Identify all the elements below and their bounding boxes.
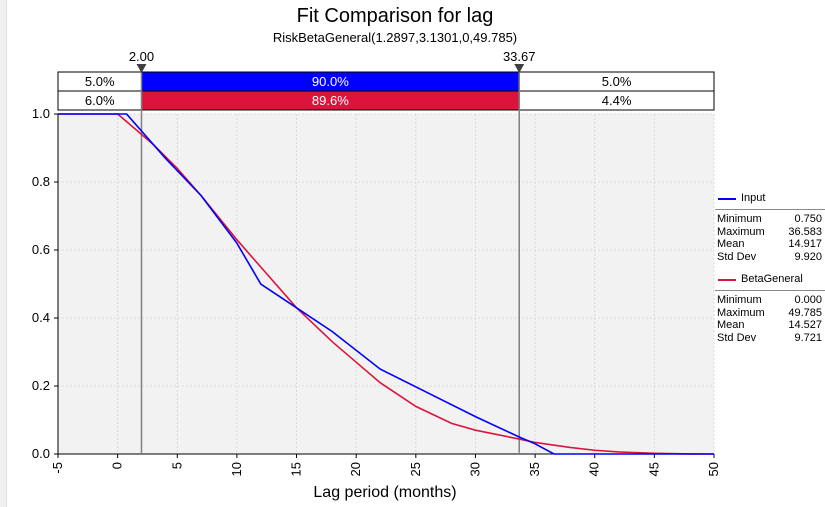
stat-label: Std Dev xyxy=(717,250,757,263)
legend-entry-input[interactable]: Input xyxy=(715,190,825,206)
legend-label-betageneral: BetaGeneral xyxy=(741,273,803,285)
plot-area xyxy=(58,114,714,454)
x-tick-label: 10 xyxy=(229,462,244,476)
band-left-label: 5.0% xyxy=(85,74,115,89)
band-right-label: 4.4% xyxy=(602,93,632,108)
legend-entry-betageneral[interactable]: BetaGeneral xyxy=(715,271,825,287)
stat-row: Maximum 49.785 xyxy=(715,307,825,320)
stat-value: 14.527 xyxy=(788,319,822,331)
stat-value: 0.000 xyxy=(794,294,822,306)
legend-label-input: Input xyxy=(741,192,766,204)
chart-subtitle: RiskBetaGeneral(1.2897,3.1301,0,49.785) xyxy=(272,30,518,45)
y-tick-label: 0.0 xyxy=(32,446,50,461)
y-tick-label: 1.0 xyxy=(32,106,50,121)
stat-row: Std Dev 9.721 xyxy=(715,332,825,345)
x-tick-label: 0 xyxy=(110,462,125,469)
stat-row: Minimum 0.000 xyxy=(715,294,825,307)
stats-input: Minimum 0.750 Maximum 36.583 Mean 14.917 St… xyxy=(715,209,825,263)
stat-label: Maximum xyxy=(717,306,765,319)
right-delimiter-value: 33.67 xyxy=(503,49,536,64)
stat-value: 9.920 xyxy=(794,250,822,263)
x-tick-label: 35 xyxy=(527,462,542,476)
stat-label: Maximum xyxy=(717,225,765,238)
y-tick-label: 0.6 xyxy=(32,242,50,257)
chart-title: Fit Comparison for lag xyxy=(296,5,494,27)
window-left-edge xyxy=(0,0,7,507)
x-tick-label: 20 xyxy=(348,462,363,476)
stat-value: 14.917 xyxy=(788,238,822,250)
y-tick-label: 0.8 xyxy=(32,174,50,189)
x-tick-label: 40 xyxy=(587,462,602,476)
stat-label: Mean xyxy=(717,238,745,250)
x-tick-label: 15 xyxy=(289,462,304,476)
stat-value: 9.721 xyxy=(794,331,822,344)
stat-label: Minimum xyxy=(717,294,762,306)
right-delimiter-marker xyxy=(514,64,525,73)
x-tick-label: 25 xyxy=(408,462,423,476)
stat-label: Mean xyxy=(717,319,745,331)
stat-row: Minimum 0.750 xyxy=(715,213,825,226)
legend-line-input xyxy=(718,198,736,200)
x-tick-label: 45 xyxy=(646,462,661,476)
stat-label: Minimum xyxy=(717,213,762,225)
band-right-label: 5.0% xyxy=(602,74,632,89)
x-axis-label: Lag period (months) xyxy=(313,484,457,501)
stat-label: Std Dev xyxy=(717,331,757,344)
band-middle-label: 90.0% xyxy=(312,74,349,89)
legend-line-betageneral xyxy=(718,279,736,281)
band-left-label: 6.0% xyxy=(85,93,115,108)
stat-value: 0.750 xyxy=(794,213,822,225)
left-delimiter-value: 2.00 xyxy=(129,49,154,64)
stat-value: 36.583 xyxy=(788,225,822,238)
stat-row: Mean 14.527 xyxy=(715,319,825,332)
stat-row: Mean 14.917 xyxy=(715,238,825,251)
stat-row: Std Dev 9.920 xyxy=(715,251,825,264)
stat-value: 49.785 xyxy=(788,306,822,319)
x-tick-label: 5 xyxy=(169,462,184,469)
stat-row: Maximum 36.583 xyxy=(715,226,825,239)
left-delimiter-marker xyxy=(136,64,147,73)
x-tick-label: 50 xyxy=(706,462,721,476)
y-tick-label: 0.2 xyxy=(32,378,50,393)
series-line-input xyxy=(58,113,714,455)
x-tick-label: -5 xyxy=(50,462,65,474)
x-tick-label: 30 xyxy=(467,462,482,476)
stats-betageneral: Minimum 0.000 Maximum 49.785 Mean 14.527 St… xyxy=(715,290,825,344)
legend: Input Minimum 0.750 Maximum 36.583 Mean 14.… xyxy=(715,190,825,352)
band-middle-label: 89.6% xyxy=(312,93,349,108)
y-tick-label: 0.4 xyxy=(32,310,50,325)
